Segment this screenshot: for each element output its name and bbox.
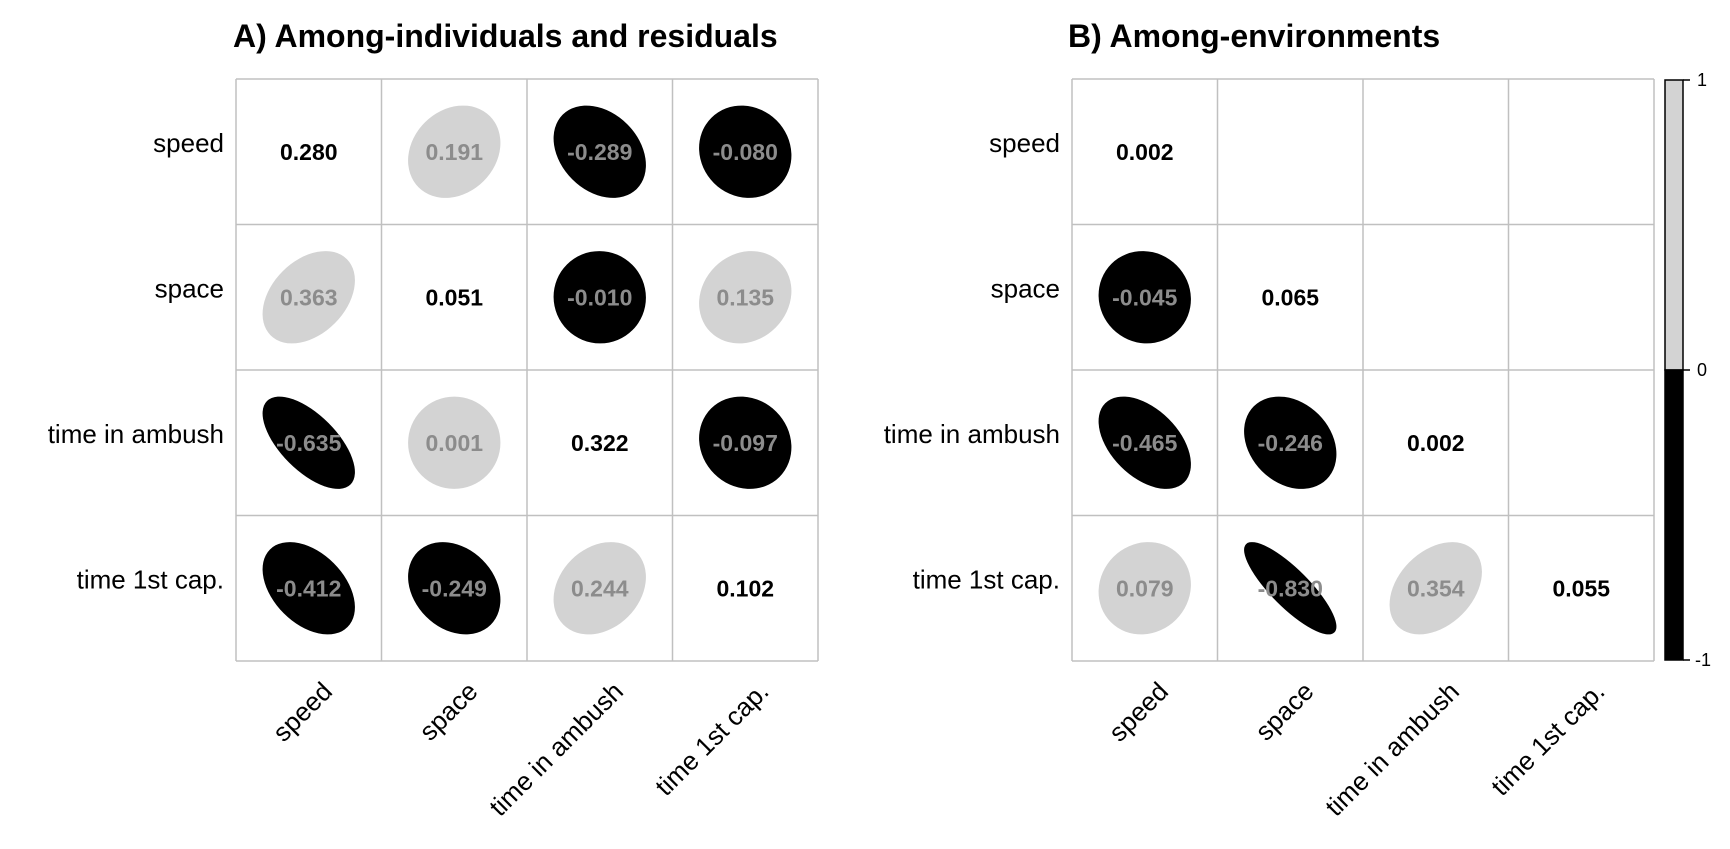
legend-negative-bar — [1664, 369, 1684, 661]
panel-b: B) Among-environments 0.002 -0.045 0.065 -0… — [884, 18, 1655, 822]
panel-a-cell-time-1st-cap-speed-value: -0.412 — [276, 575, 341, 601]
panel-b-cell-time-1st-cap-time-in-ambush-value: 0.354 — [1407, 575, 1465, 601]
legend-tick-max: 1 — [1697, 70, 1707, 90]
panel-b-row-label-time-1st-cap: time 1st cap. — [913, 564, 1060, 594]
panel-a-cell-time-1st-cap-time-in-ambush-value: 0.244 — [571, 575, 629, 601]
panel-b-cell-time-in-ambush-space-value: -0.246 — [1258, 430, 1323, 456]
panel-b-row-label-speed: speed — [989, 128, 1060, 158]
panel-b-cell-speed-speed-value: 0.002 — [1116, 139, 1174, 165]
panel-a-cell-time-in-ambush-time-1st-cap-ellipse — [699, 396, 792, 489]
panel-a-cell-space-time-in-ambush-value: -0.010 — [567, 284, 632, 310]
panel-a-cell-speed-space-value: 0.191 — [425, 139, 483, 165]
panel-a-cell-speed-speed-value: 0.280 — [280, 139, 338, 165]
panel-a-cell-time-in-ambush-time-1st-cap-value: -0.097 — [713, 430, 778, 456]
panel-b-col-label-time-in-ambush: time in ambush — [1319, 676, 1465, 822]
panel-a-col-label-space: space — [413, 676, 483, 746]
panel-a-row-label-time-1st-cap: time 1st cap. — [77, 564, 224, 594]
panel-b-cell-time-1st-cap-time-1st-cap-value: 0.055 — [1552, 575, 1610, 601]
panel-a-cell-space-time-in-ambush-ellipse — [553, 251, 646, 344]
panel-a-cell-time-in-ambush-time-in-ambush-value: 0.322 — [571, 430, 629, 456]
panel-b-cell-time-1st-cap-space-ellipse — [1244, 542, 1337, 635]
panel-a-cell-speed-space-ellipse — [408, 105, 501, 198]
panel-a-cell-time-in-ambush-speed-ellipse — [262, 396, 355, 489]
panel-b-cell-time-in-ambush-speed-ellipse — [1098, 396, 1191, 489]
panel-a-row-label-space: space — [155, 273, 224, 303]
legend-tick-min: -1 — [1695, 650, 1711, 670]
panel-b-col-label-time-1st-cap: time 1st cap. — [1485, 676, 1610, 801]
panel-a-col-label-speed: speed — [267, 676, 338, 747]
panel-b-cell-space-speed-value: -0.045 — [1112, 284, 1177, 310]
panel-b-cell-time-1st-cap-space-value: -0.830 — [1258, 575, 1323, 601]
panel-a-cell-time-1st-cap-time-in-ambush-ellipse — [553, 542, 646, 635]
panel-b-cell-time-in-ambush-space-ellipse — [1244, 396, 1337, 489]
panel-a-cell-time-1st-cap-speed-ellipse — [262, 542, 355, 635]
panel-b-title: B) Among-environments — [1068, 18, 1440, 54]
panel-b-row-label-time-in-ambush: time in ambush — [884, 419, 1060, 449]
panel-b-cell-time-1st-cap-speed-ellipse — [1098, 542, 1191, 635]
panel-a-cell-speed-time-1st-cap-value: -0.080 — [713, 139, 778, 165]
panel-b-col-label-space: space — [1249, 676, 1319, 746]
panel-a-cell-space-time-1st-cap-value: 0.135 — [716, 284, 774, 310]
panel-b-row-label-space: space — [991, 273, 1060, 303]
panel-a-col-label-time-in-ambush: time in ambush — [483, 676, 629, 822]
panel-b-cell-time-in-ambush-time-in-ambush-value: 0.002 — [1407, 430, 1465, 456]
panel-a-cell-time-1st-cap-space-value: -0.249 — [422, 575, 487, 601]
panel-a-col-label-time-1st-cap: time 1st cap. — [649, 676, 774, 801]
panel-b-cell-time-1st-cap-speed-value: 0.079 — [1116, 575, 1174, 601]
panel-a-cell-speed-time-1st-cap-ellipse — [699, 105, 792, 198]
panel-a-row-label-time-in-ambush: time in ambush — [48, 419, 224, 449]
panel-a-cell-time-in-ambush-space-value: 0.001 — [425, 430, 483, 456]
panel-a: A) Among-individuals and residuals 0.280… — [48, 18, 819, 822]
panel-a-row-label-speed: speed — [153, 128, 224, 158]
panel-b-cell-space-space-value: 0.065 — [1261, 284, 1319, 310]
panel-a-cell-time-1st-cap-space-ellipse — [408, 542, 501, 635]
legend-positive-bar — [1664, 79, 1684, 371]
panel-b-cell-time-in-ambush-speed-value: -0.465 — [1112, 430, 1177, 456]
panel-a-cell-space-time-1st-cap-ellipse — [699, 251, 792, 344]
panel-a-cell-time-in-ambush-space-ellipse — [408, 396, 501, 489]
panel-a-cell-time-1st-cap-time-1st-cap-value: 0.102 — [716, 575, 774, 601]
panel-b-cell-space-speed-ellipse — [1098, 251, 1191, 344]
color-legend: 1 0 -1 — [1664, 70, 1711, 670]
panel-a-title: A) Among-individuals and residuals — [233, 18, 778, 54]
panel-a-cell-space-speed-value: 0.363 — [280, 284, 338, 310]
panel-a-cell-speed-time-in-ambush-ellipse — [553, 105, 646, 198]
panel-a-cell-speed-time-in-ambush-value: -0.289 — [567, 139, 632, 165]
panel-a-cell-space-space-value: 0.051 — [425, 284, 483, 310]
panel-a-cell-space-speed-ellipse — [262, 251, 355, 344]
legend-tick-zero: 0 — [1697, 360, 1707, 380]
panel-b-col-label-speed: speed — [1103, 676, 1174, 747]
panel-a-cell-time-in-ambush-speed-value: -0.635 — [276, 430, 341, 456]
panel-b-cell-time-1st-cap-time-in-ambush-ellipse — [1389, 542, 1482, 635]
